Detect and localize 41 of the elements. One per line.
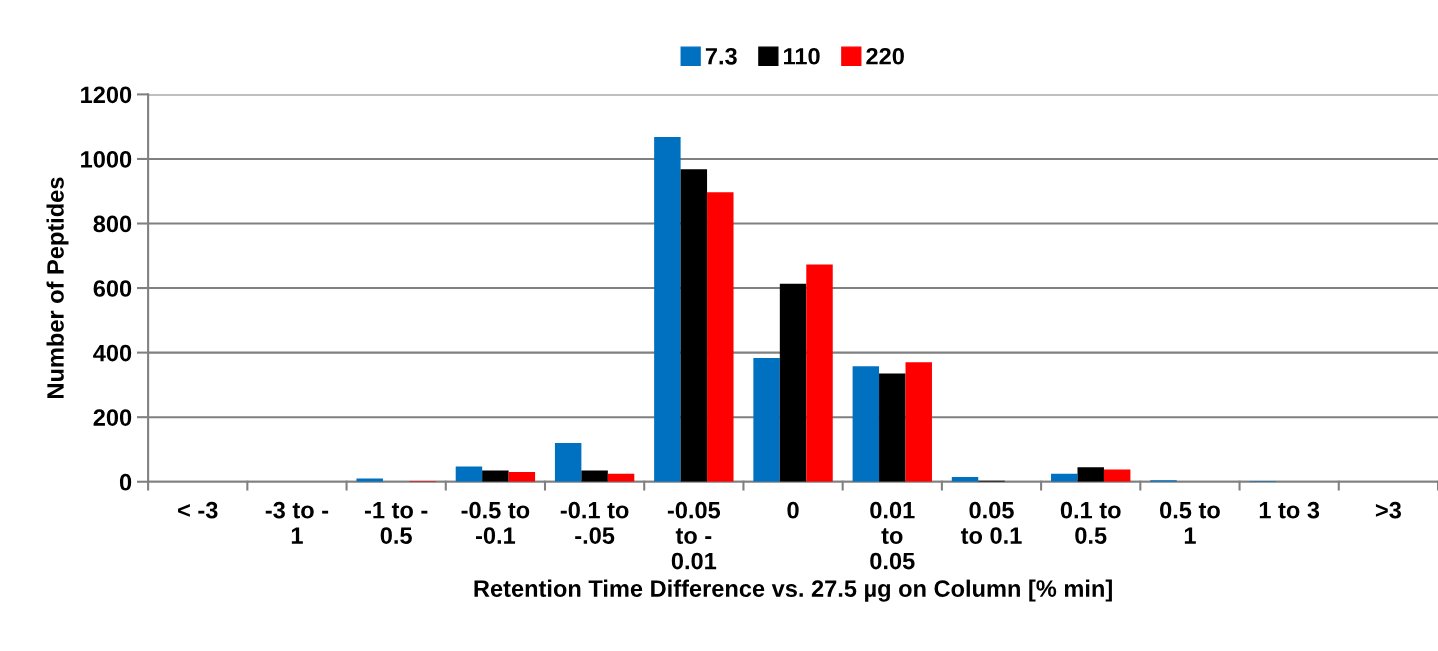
- x-tick-label: -0.05 to - 0.01: [667, 501, 721, 570]
- x-tick-label: 1 to 3: [1259, 501, 1320, 519]
- y-tick-label: 400: [93, 344, 132, 362]
- bar: [806, 264, 833, 482]
- bar: [879, 373, 906, 482]
- x-tick-label: -3 to - 1: [265, 501, 329, 544]
- bar: [779, 283, 807, 482]
- y-tick-label: 600: [93, 280, 132, 297]
- bar: [654, 137, 681, 482]
- bar: [905, 362, 932, 482]
- y-tick-label: 0: [119, 473, 132, 491]
- bar: [707, 192, 734, 482]
- bar: [554, 443, 582, 482]
- y-tick-label: 200: [93, 409, 132, 426]
- bar: [1103, 469, 1131, 482]
- bar: [455, 466, 483, 482]
- x-axis-title: Retention Time Difference vs. 27.5 µg on Column [% min]: [474, 579, 1112, 602]
- legend-label: 220: [866, 47, 904, 65]
- x-tick-label: < -3: [178, 501, 218, 519]
- x-tick-label: -0.1 to -.05: [560, 501, 629, 544]
- x-tick-label: 0.01 to 0.05: [870, 501, 915, 570]
- x-tick-label: 0: [787, 501, 799, 519]
- bar: [1077, 467, 1104, 482]
- bar: [581, 470, 608, 482]
- x-tick-label: 0.5 to 1: [1160, 501, 1220, 544]
- y-axis-title: Number of Peptides: [46, 177, 69, 398]
- bar: [852, 366, 880, 482]
- x-tick-label: -0.5 to -0.1: [461, 501, 530, 544]
- x-tick-label: >3: [1375, 501, 1401, 519]
- legend-label: 7.3: [705, 47, 737, 65]
- x-tick-label: 0.1 to 0.5: [1060, 501, 1121, 544]
- bar: [753, 358, 780, 482]
- y-tick-label: 800: [93, 215, 132, 233]
- bar: [508, 472, 536, 482]
- bar: [680, 169, 708, 482]
- legend-label: 110: [784, 47, 820, 65]
- bar: [482, 470, 509, 482]
- x-tick-label: -1 to - 0.5: [364, 502, 428, 544]
- x-tick-label: 0.05 to 0.1: [960, 501, 1022, 544]
- y-tick-label: 1000: [81, 151, 132, 168]
- y-tick-label: 1200: [81, 86, 132, 104]
